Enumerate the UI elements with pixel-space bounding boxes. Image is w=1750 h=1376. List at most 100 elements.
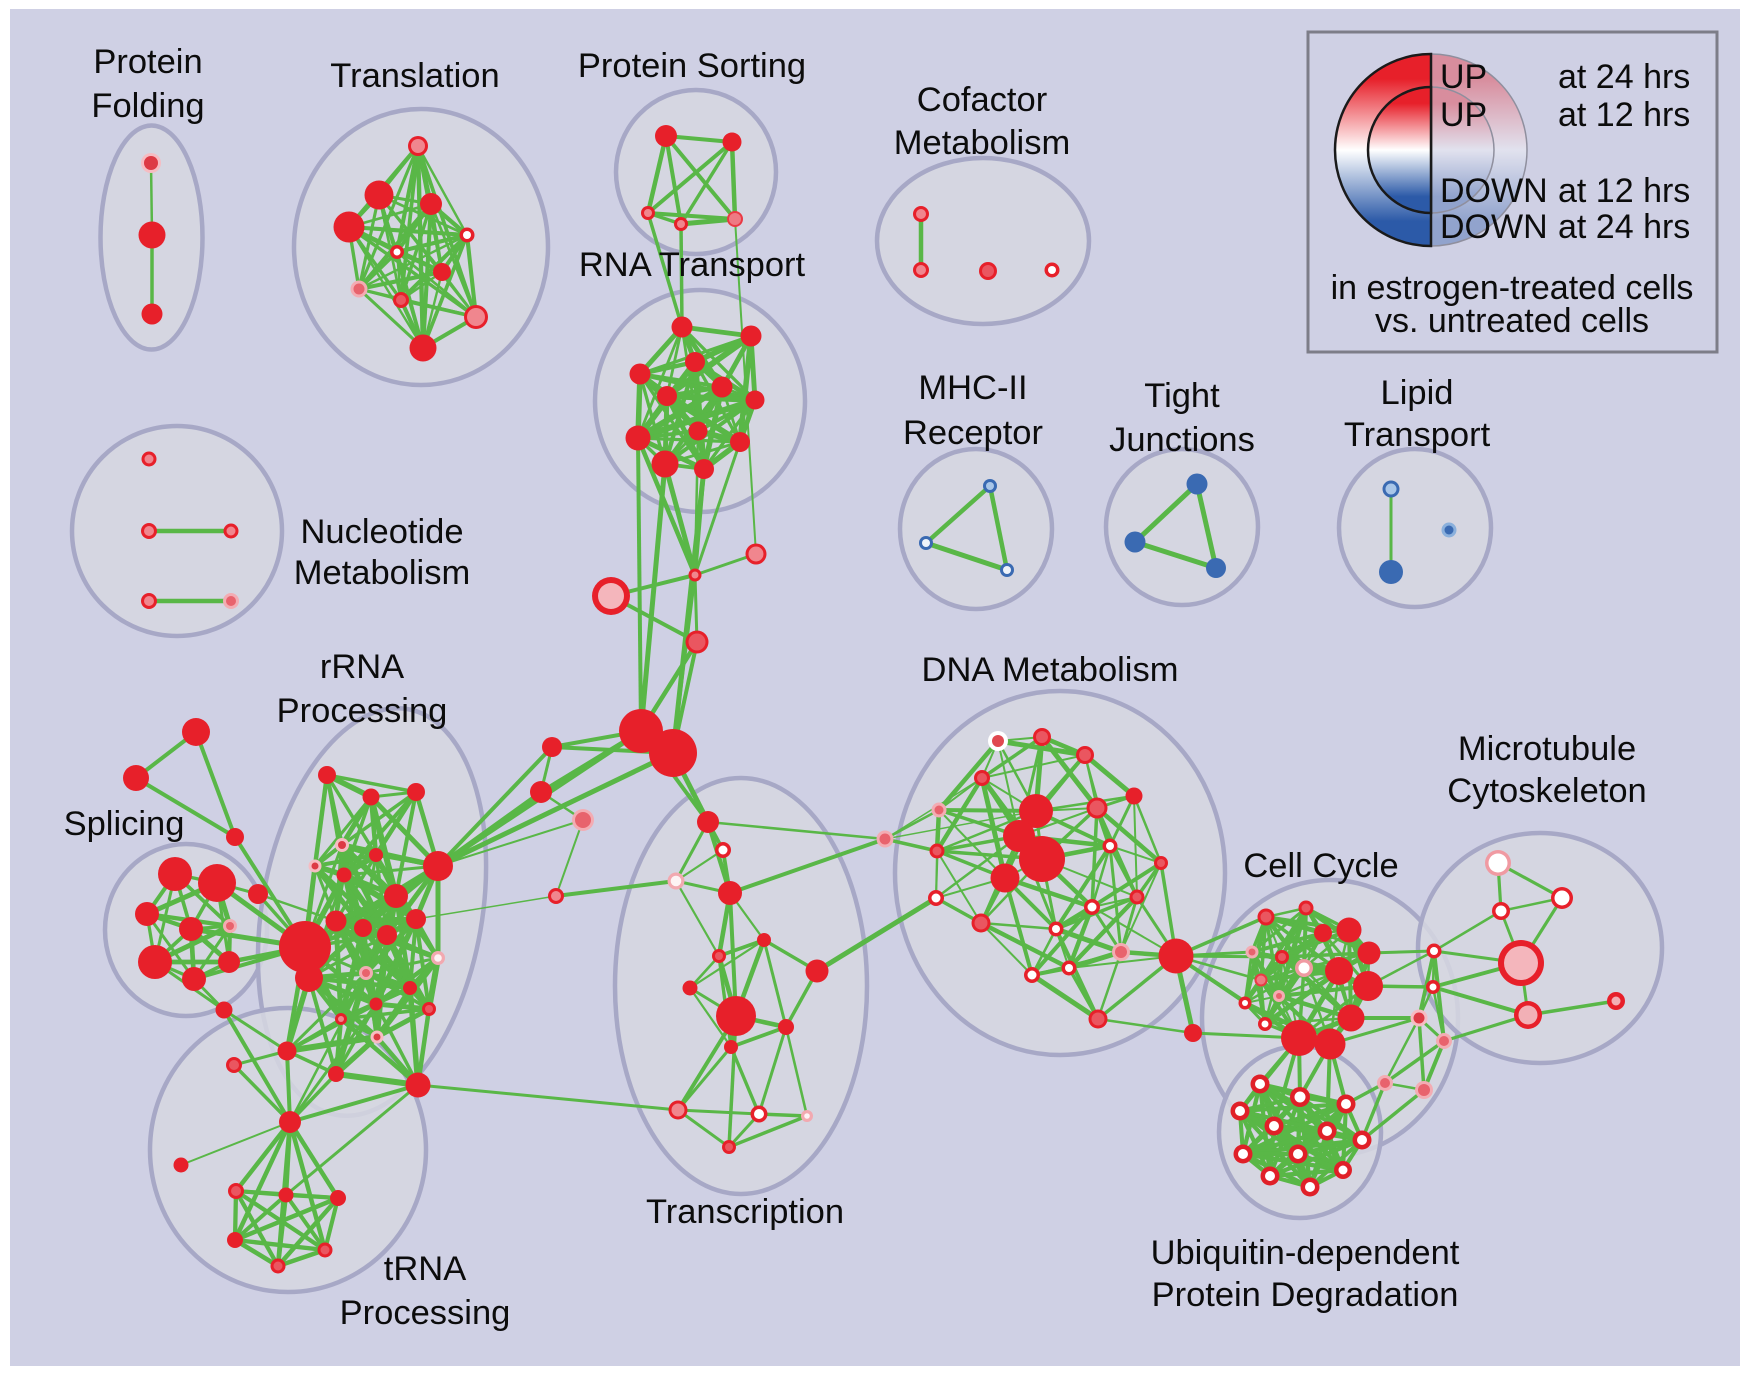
edge [134,776,237,839]
node-red [218,951,240,973]
node-core [353,283,365,295]
cluster-label-lipid-transport-line2: Transport [1344,416,1491,454]
node-red [685,352,705,372]
cluster-label-protein-folding-line1: Protein [93,43,202,81]
edge [815,895,938,974]
edge [784,1026,809,1117]
node-core [982,265,994,277]
edge [277,1247,326,1269]
edge [1244,966,1305,1005]
node-core [144,526,154,536]
node-core [1294,1091,1306,1103]
node-blue [1206,558,1226,578]
edge [1055,926,1122,955]
edge [1068,955,1177,969]
cluster-label-dna-metabolism-line1: DNA Metabolism [922,651,1179,689]
node-core [1341,1099,1351,1109]
node-core [1418,1084,1430,1096]
node-core [688,633,706,651]
edge [637,436,741,444]
edge [374,1003,420,1086]
node-red [1336,917,1362,943]
edge [1030,928,1058,976]
edge [285,1083,419,1197]
edge [288,1120,340,1200]
edge [679,141,734,225]
node-core [671,1103,685,1117]
node-core [1518,1005,1538,1025]
node-red [405,1072,431,1098]
edge [1068,949,1122,971]
cluster-label-mhc-ii-receptor-line1: MHC-II [918,369,1027,407]
legend-caption-1: in estrogen-treated cells [1331,269,1694,307]
node-core [804,1113,810,1119]
edge [1119,896,1139,953]
legend-direction-1: UP [1440,96,1487,134]
node-core [338,1016,344,1022]
edge [1097,1017,1194,1035]
node-red [711,376,733,398]
legend-time-1: at 12 hrs [1558,96,1690,134]
edge [436,790,543,868]
edge [680,216,736,227]
node-blue [1186,473,1208,495]
edge [689,939,765,989]
edge [1108,795,1136,847]
node-red [805,959,829,983]
edge [1095,806,1163,865]
node-core [644,209,652,217]
cluster-label-mhc-ii-receptor-line2: Receptor [903,414,1043,452]
node-red [423,851,453,881]
cluster-ellipse-lipid-transport [1336,446,1494,610]
node-red [1325,957,1353,985]
node-red [384,884,408,908]
node-red [1184,1024,1202,1042]
edge [729,1046,761,1115]
node-red [745,390,765,410]
edge [936,850,982,924]
edge [1054,844,1112,931]
edge [365,971,430,1011]
node-red [173,1157,189,1173]
edge [232,1190,239,1241]
cluster-labels: ProteinFoldingTranslationNucleotideMetab… [64,43,1647,1332]
node-core [362,969,370,977]
edge [347,226,425,349]
node-core [1322,1126,1332,1136]
cluster-label-ubiquitin-degradation-line1: Ubiquitin-dependent [1151,1234,1460,1272]
edge [394,791,418,897]
node-red [369,997,383,1011]
node-red [716,996,756,1036]
node-blue [1379,560,1403,584]
node-red [377,925,397,945]
cluster-label-cofactor-metabolism-line1: Cofactor [917,81,1047,119]
edge [365,956,439,975]
node-red [420,193,442,215]
node-core [879,833,891,845]
edge [981,735,1043,780]
node-core [1052,925,1060,933]
node-red [330,1190,346,1206]
node-core [1235,1106,1245,1116]
node-core [974,916,988,930]
node-red [279,921,331,973]
node-red [226,828,244,846]
node-red [135,902,159,926]
cluster-label-rna-transport-line1: RNA Transport [579,246,806,284]
node-core [1132,892,1142,902]
edge [987,485,1010,571]
edge [414,918,431,1010]
edge [289,1083,419,1124]
edge [348,224,468,238]
node-red [757,933,771,947]
edge [1090,807,1099,908]
edge [1263,968,1341,1027]
edge [417,1083,679,1112]
edge [1067,895,1139,970]
node-red [179,917,203,941]
edge [679,223,684,328]
node-red [138,221,166,249]
node-core [1413,1012,1425,1024]
node-core [1276,993,1282,999]
edge [1083,753,1136,798]
